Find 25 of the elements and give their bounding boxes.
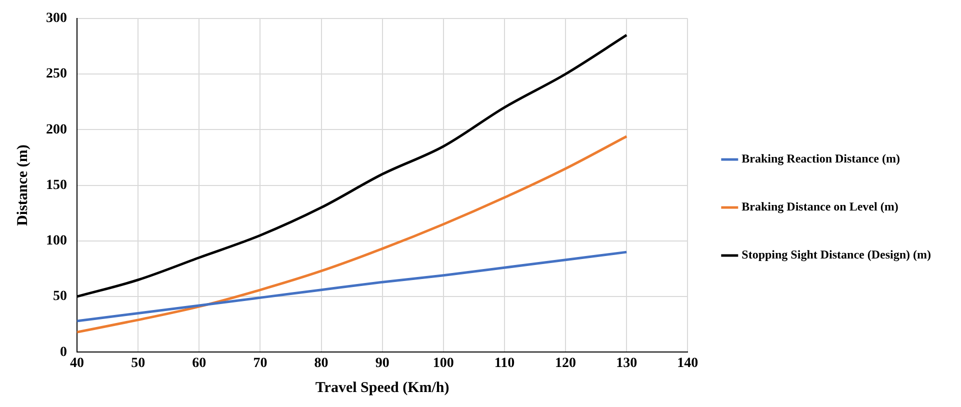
legend-label: Stopping Sight Distance (Design) (m)	[742, 248, 932, 262]
x-axis-title: Travel Speed (Km/h)	[315, 380, 450, 396]
x-tick-label: 120	[555, 356, 576, 372]
x-tick-label: 40	[70, 356, 84, 372]
y-tick-label: 200	[46, 122, 67, 138]
y-tick-label: 300	[46, 11, 67, 26]
x-tick-label: 100	[432, 356, 454, 372]
x-tick-label: 80	[314, 356, 328, 372]
line-series	[77, 250, 628, 322]
x-tick-label: 90	[375, 356, 390, 372]
x-tick-label: 70	[253, 356, 268, 372]
x-tick-label: 50	[131, 356, 146, 372]
y-tick-label: 0	[60, 344, 67, 360]
legend-label: Braking Distance on Level (m)	[742, 200, 898, 214]
line-series	[77, 135, 628, 334]
y-axis-title: Distance (m)	[14, 144, 31, 226]
y-tick-label: 150	[46, 178, 67, 193]
x-tick-label: 110	[494, 356, 515, 372]
x-tick-label: 60	[192, 356, 206, 372]
y-tick-label: 50	[53, 289, 67, 304]
y-tick-label: 100	[46, 234, 67, 249]
legend-label: Braking Reaction Distance (m)	[742, 152, 900, 166]
x-tick-label: 130	[616, 356, 638, 372]
x-tick-label: 140	[677, 356, 698, 372]
y-tick-label: 250	[46, 66, 67, 82]
